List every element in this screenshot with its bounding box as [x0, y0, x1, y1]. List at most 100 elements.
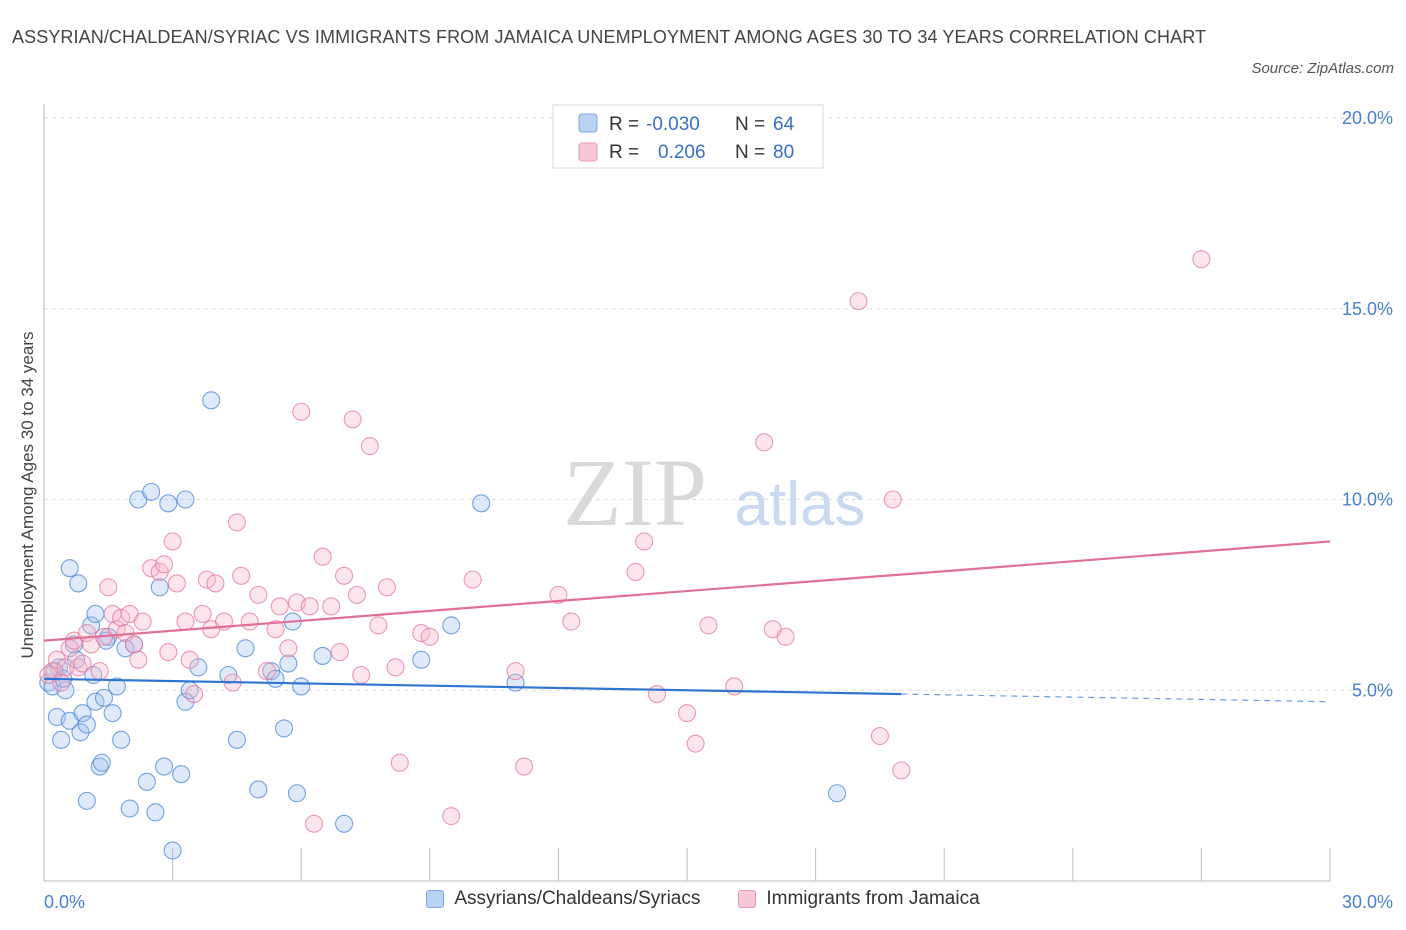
point-assyrians — [69, 574, 88, 593]
point-assyrians — [827, 784, 847, 803]
point-assyrians — [279, 654, 298, 673]
y-axis-label: Unemployment Among Ages 30 to 34 years — [18, 332, 37, 659]
point-jamaica — [180, 650, 199, 669]
point-jamaica — [352, 665, 371, 685]
point-jamaica — [390, 753, 409, 772]
trend-line-assyrians — [43, 677, 902, 696]
legend-label: Assyrians/Chaldeans/Syriacs — [454, 888, 701, 909]
point-assyrians — [150, 578, 169, 597]
legend-r-value: 0.206 — [658, 142, 706, 163]
point-jamaica — [90, 662, 109, 681]
point-assyrians — [86, 604, 105, 624]
point-jamaica — [677, 704, 697, 723]
point-jamaica — [240, 612, 259, 631]
point-jamaica — [163, 532, 182, 551]
point-jamaica — [322, 597, 341, 616]
legend-r-label: R = — [609, 142, 639, 163]
point-jamaica — [206, 574, 225, 593]
point-jamaica — [133, 612, 152, 631]
legend-r-label: R = — [609, 114, 639, 135]
point-jamaica — [305, 814, 324, 833]
trend-lines — [43, 540, 1331, 703]
point-assyrians — [146, 803, 165, 822]
watermark-atlas: atlas — [735, 470, 866, 539]
grid-lines — [44, 117, 1395, 691]
correlation-legend: R = -0.030 N = 64 R = 0.206 N = 80 — [552, 104, 824, 169]
legend-n-label: N = — [735, 114, 765, 135]
point-assyrians — [77, 791, 96, 810]
point-jamaica — [883, 490, 902, 509]
point-jamaica — [420, 627, 439, 646]
point-assyrians — [412, 650, 431, 669]
point-jamaica — [335, 566, 354, 585]
point-assyrians — [71, 723, 90, 742]
point-assyrians — [292, 677, 311, 696]
trend-line-jamaica — [43, 540, 1331, 642]
point-jamaica — [626, 562, 645, 582]
point-jamaica — [412, 623, 431, 643]
point-jamaica — [313, 547, 332, 566]
y-tick-label: 5.0% — [1352, 680, 1393, 700]
point-jamaica — [849, 292, 868, 311]
point-jamaica — [330, 643, 349, 662]
point-assyrians — [236, 639, 255, 658]
axes — [43, 104, 1331, 882]
point-jamaica — [442, 807, 461, 826]
x-tick-label: 30.0% — [1342, 892, 1393, 912]
point-jamaica — [562, 612, 581, 631]
point-assyrians — [52, 730, 71, 749]
point-assyrians — [116, 639, 135, 658]
chart-title: ASSYRIAN/CHALDEAN/SYRIAC VS IMMIGRANTS F… — [12, 27, 1207, 47]
point-jamaica — [176, 612, 195, 631]
y-tick-label: 15.0% — [1342, 299, 1393, 319]
point-jamaica — [647, 685, 667, 704]
x-tick-labels: 0.0% 30.0% — [44, 892, 1393, 912]
point-jamaica — [892, 761, 911, 780]
legend-r-value: -0.030 — [646, 114, 700, 135]
point-assyrians — [442, 616, 461, 635]
point-jamaica — [257, 662, 276, 681]
point-jamaica — [73, 654, 92, 673]
point-assyrians — [142, 482, 161, 501]
legend-n-value: 64 — [773, 114, 795, 135]
watermark-zip: ZIP — [563, 439, 707, 546]
point-jamaica — [463, 570, 482, 589]
point-jamaica — [515, 757, 534, 776]
legend-item-jamaica: Immigrants from Jamaica — [738, 888, 980, 910]
point-assyrians — [154, 757, 174, 776]
point-assyrians — [275, 719, 294, 738]
point-assyrians — [202, 391, 221, 410]
point-assyrians — [335, 814, 354, 833]
x-tick-label: 0.0% — [44, 892, 85, 912]
point-assyrians — [77, 715, 96, 734]
point-jamaica — [686, 734, 705, 753]
point-jamaica — [1192, 250, 1211, 269]
point-assyrians — [103, 704, 122, 723]
legend-swatch — [426, 890, 445, 908]
point-jamaica — [227, 513, 246, 532]
point-jamaica — [266, 620, 285, 639]
y-tick-label: 10.0% — [1342, 490, 1393, 510]
point-assyrians — [73, 704, 92, 723]
legend-swatch-blue — [578, 113, 598, 133]
point-jamaica — [699, 616, 718, 635]
point-jamaica — [270, 597, 289, 616]
y-tick-label: 20.0% — [1342, 108, 1393, 128]
point-jamaica — [347, 585, 366, 604]
point-assyrians — [60, 559, 79, 578]
point-jamaica — [870, 726, 889, 746]
point-assyrians — [313, 646, 332, 665]
point-assyrians — [137, 772, 156, 791]
point-jamaica — [107, 620, 126, 639]
point-assyrians — [159, 494, 178, 513]
point-assyrians — [112, 730, 131, 749]
point-assyrians — [472, 494, 491, 513]
legend-item-assyrians: Assyrians/Chaldeans/Syriacs — [426, 888, 700, 910]
legend-swatch-pink — [578, 142, 598, 162]
point-assyrians — [120, 799, 139, 818]
legend-label: Immigrants from Jamaica — [766, 888, 980, 909]
point-jamaica — [52, 673, 71, 692]
point-assyrians — [172, 765, 191, 784]
point-jamaica — [249, 585, 268, 604]
point-jamaica — [159, 643, 178, 662]
